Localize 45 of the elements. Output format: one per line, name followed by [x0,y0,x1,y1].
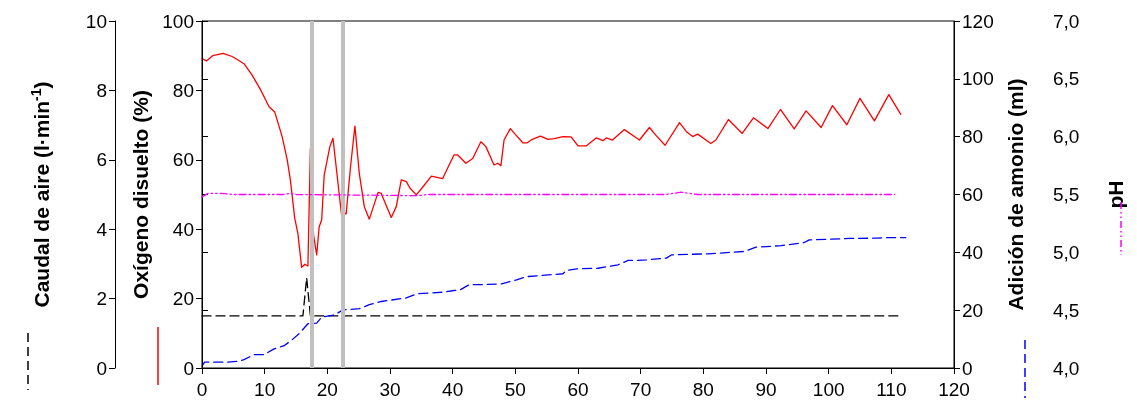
y-tick-label: 100 [162,10,194,32]
y-tick-label: 7,0 [1053,10,1080,32]
line-series [201,236,907,367]
x-tick-label: 60 [567,379,589,400]
y-tick-label: 6,0 [1053,126,1080,148]
y3-axis-title: Adición de amonio (ml) [1003,78,1027,311]
y2-tick-label: 0 [96,357,107,379]
y3-tick-label: 100 [962,68,994,90]
y2-tick-label: 8 [96,79,107,101]
y2-tick-label: 10 [85,10,107,32]
y3-tick-label: 40 [962,241,984,263]
y-axis-title: pH [1104,180,1127,209]
x-tick-label: 100 [812,379,845,400]
y-tick-label: 4,5 [1053,299,1080,321]
y3-tick-label: 0 [962,357,973,379]
y-tick-label: 80 [172,79,194,101]
x-tick-label: 40 [442,379,464,400]
y2-tick-label: 4 [96,218,108,240]
y2-tick-label: 2 [96,288,107,310]
y-tick-label: 0 [183,357,194,379]
line-series [201,52,902,269]
x-tick-label: 110 [876,379,907,400]
x-tick-label: 10 [254,379,276,400]
y3-tick-label: 20 [962,299,984,321]
x-tick-label: 80 [692,379,714,400]
y-tick-label: 20 [172,288,194,310]
y-tick-label: 5,0 [1053,241,1080,263]
y2-tick-label: 6 [96,149,107,171]
x-tick-label: 120 [938,379,970,400]
x-tick-label: 50 [504,379,526,400]
y3-tick-label: 60 [962,184,984,205]
y3-tick-label: 80 [962,126,984,148]
x-tick-label: 30 [379,379,401,400]
y-tick-label: 6,5 [1053,68,1080,90]
x-tick-label: 20 [316,379,338,400]
y-axis-title: Oxígeno disuelto (%) [129,90,153,299]
y-tick-label: 4,0 [1053,357,1080,379]
y2-axis-title: Caudal de aire (l·min-1) [28,81,53,308]
y-tick-label: 40 [172,218,194,240]
y-tick-label: 5,5 [1053,184,1080,205]
x-tick-label: 70 [630,379,652,400]
x-tick-label: 0 [196,379,208,400]
y3-tick-label: 120 [962,10,994,32]
y-tick-label: 60 [172,149,194,171]
x-tick-label: 90 [755,379,777,400]
